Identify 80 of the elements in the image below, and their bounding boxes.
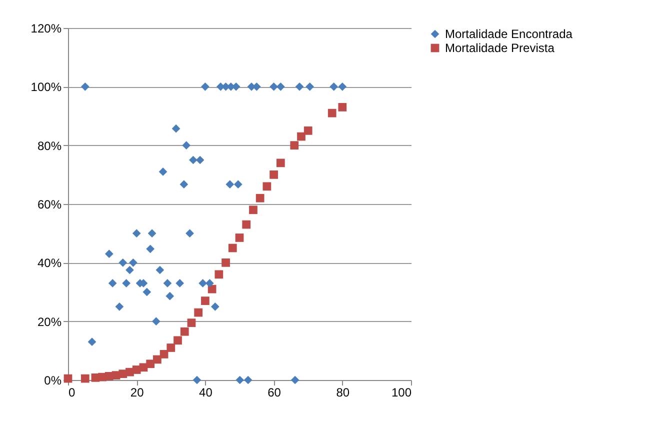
point — [148, 229, 156, 238]
x-tick-label: 60 — [268, 386, 282, 400]
point — [132, 229, 141, 238]
point — [297, 132, 306, 141]
x-tick-label: 0 — [68, 386, 76, 400]
point — [104, 250, 114, 258]
point — [182, 141, 191, 150]
point — [201, 296, 210, 305]
point — [146, 360, 155, 368]
point — [198, 279, 207, 288]
y-tick-label: 80% — [37, 138, 62, 153]
point — [156, 266, 164, 274]
point — [244, 376, 252, 384]
point — [242, 220, 251, 229]
y-tick-label: 60% — [37, 198, 62, 212]
point — [158, 168, 168, 176]
point — [118, 258, 128, 267]
point — [160, 350, 168, 358]
point — [290, 141, 299, 150]
point — [295, 82, 304, 91]
x-tick-label: 100 — [391, 386, 412, 400]
point — [306, 82, 314, 91]
point — [256, 194, 264, 202]
point — [187, 318, 196, 327]
point — [210, 302, 220, 311]
point — [172, 124, 180, 133]
point — [338, 82, 347, 91]
point — [205, 279, 214, 288]
point — [174, 336, 182, 345]
point — [146, 244, 155, 254]
point — [338, 103, 347, 112]
point — [228, 244, 237, 252]
point — [196, 156, 204, 164]
point — [234, 180, 242, 189]
point — [122, 279, 130, 288]
point — [328, 108, 336, 118]
y-tick-label: 20% — [37, 314, 62, 329]
y-tick-label: 40% — [37, 256, 62, 270]
point — [180, 327, 189, 336]
point — [186, 229, 194, 238]
point — [270, 82, 278, 91]
point — [304, 126, 312, 135]
legend-label: Mortalidade Encontrada — [445, 27, 573, 41]
point — [214, 270, 224, 279]
point — [142, 288, 152, 296]
point — [166, 344, 176, 352]
point — [330, 82, 338, 91]
point — [80, 374, 90, 383]
point — [262, 182, 272, 191]
x-tick-label: 40 — [199, 386, 213, 400]
point — [115, 302, 124, 311]
point — [128, 258, 138, 267]
point — [126, 266, 134, 274]
point — [194, 308, 203, 317]
y-tick-label: 120% — [30, 22, 62, 36]
point — [236, 376, 244, 384]
point — [152, 317, 160, 326]
point — [163, 279, 172, 288]
point — [192, 376, 202, 384]
legend-label: Mortalidade Prevista — [445, 41, 555, 55]
y-tick-label: 0% — [44, 374, 62, 388]
point — [249, 206, 258, 214]
point — [270, 170, 278, 179]
point — [166, 292, 174, 300]
point — [201, 82, 210, 91]
point — [108, 279, 117, 288]
point — [290, 376, 300, 384]
point — [180, 180, 188, 189]
point — [80, 82, 90, 91]
point — [176, 279, 184, 288]
y-tick-label: 100% — [30, 80, 62, 94]
point — [276, 158, 285, 168]
point — [222, 258, 230, 267]
point — [276, 82, 285, 91]
point — [88, 338, 96, 346]
point — [152, 355, 162, 364]
point — [235, 234, 244, 242]
x-tick-label: 20 — [130, 386, 144, 400]
x-tick-label: 80 — [336, 386, 350, 400]
point — [226, 180, 234, 189]
